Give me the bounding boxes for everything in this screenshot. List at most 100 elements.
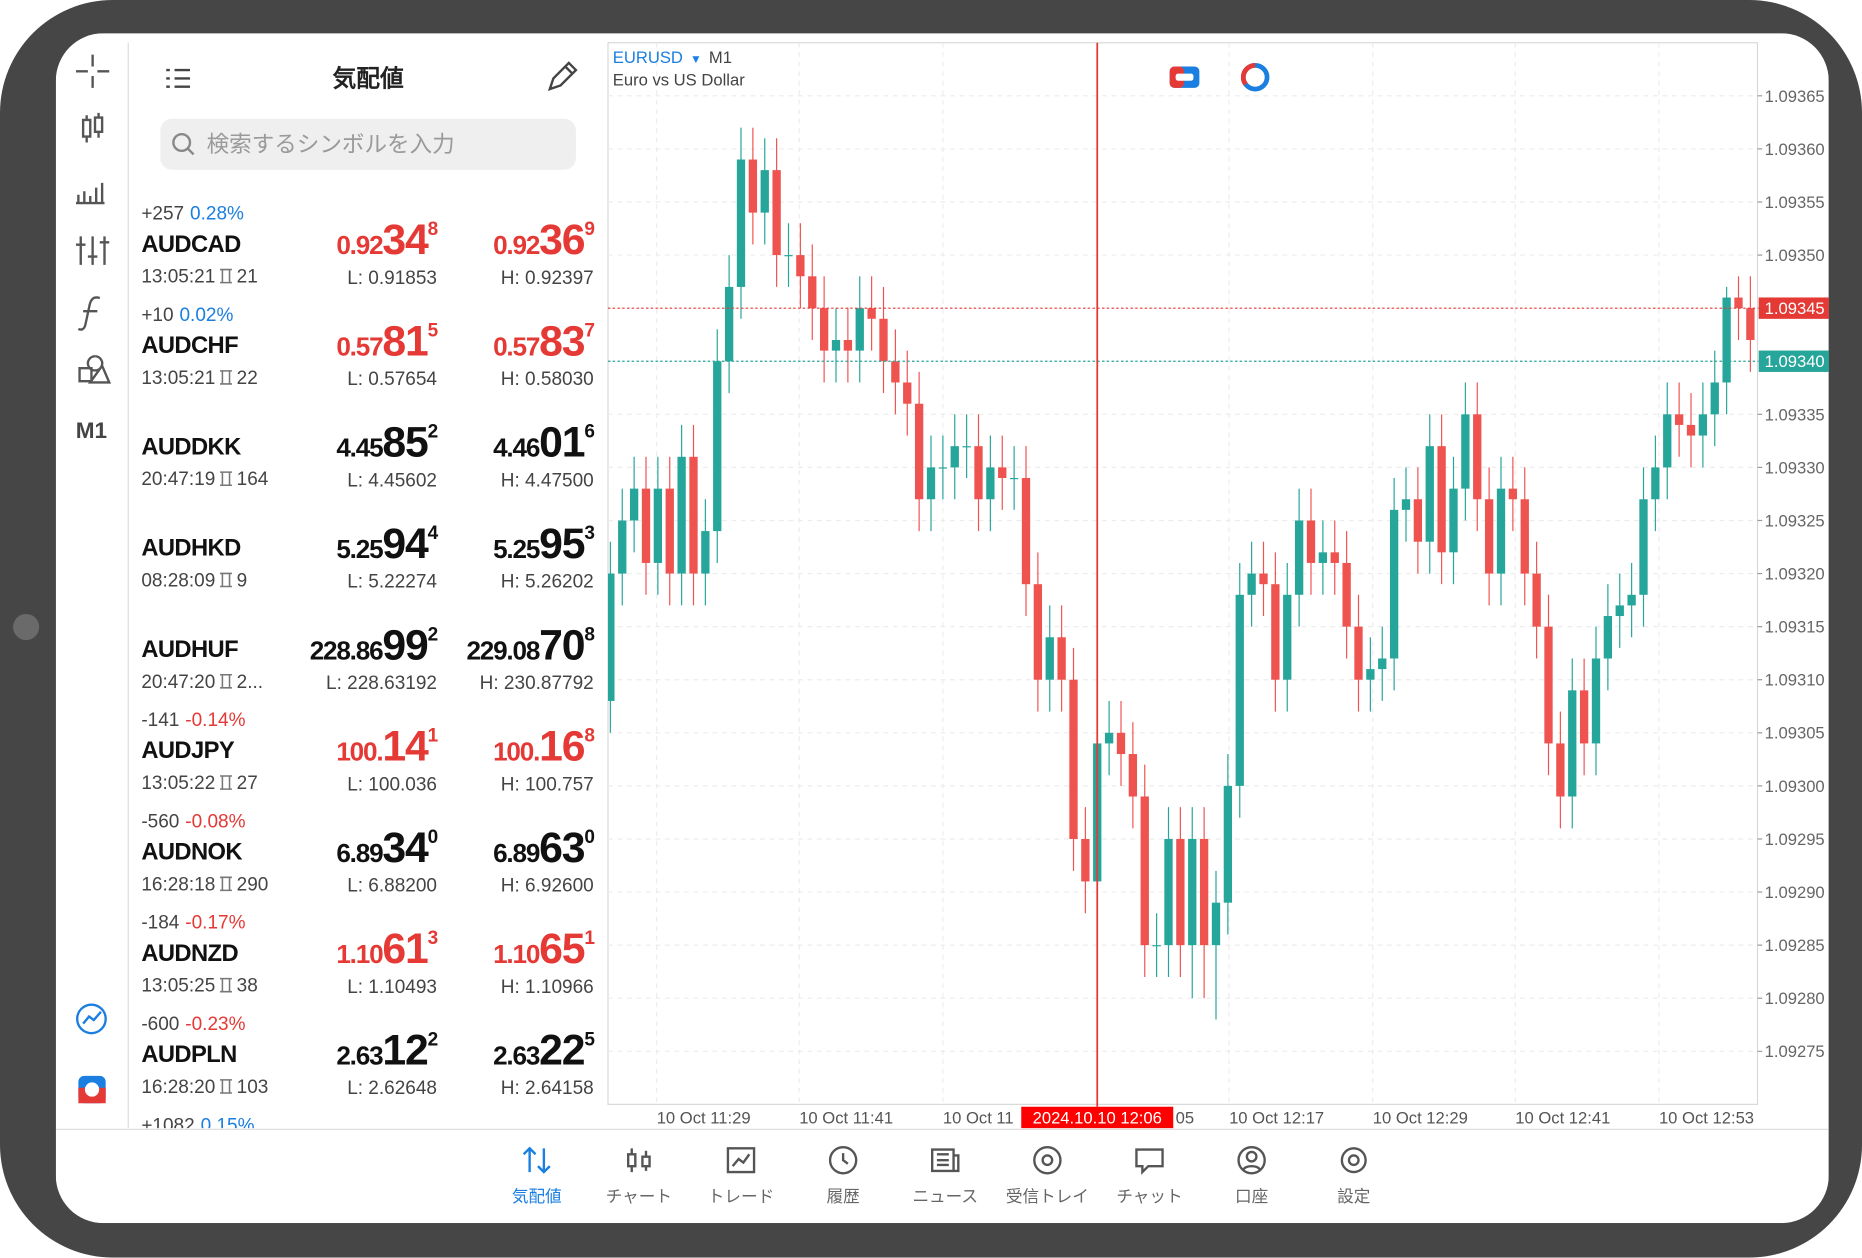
ask-point: 8 bbox=[584, 726, 594, 747]
quote-ask: 4.46016 bbox=[493, 419, 594, 467]
x-tick-label: 10 Oct 12:17 bbox=[1229, 1108, 1324, 1127]
search-placeholder: 検索するシンボルを入力 bbox=[207, 132, 455, 157]
quote-row[interactable]: AUDDKK 20:47:19 164 4.45852 4.46016 L: 4.4560… bbox=[141, 419, 595, 492]
ask-point: 6 bbox=[584, 422, 594, 443]
tab[interactable]: 設定 bbox=[1337, 1147, 1370, 1206]
change-percent: -0.14% bbox=[185, 710, 245, 731]
quote-high: H: 4.47500 bbox=[501, 470, 594, 491]
bars-icon[interactable] bbox=[76, 182, 105, 205]
quote-row[interactable]: +1082 0.15% bbox=[141, 1115, 254, 1136]
y-tick-label: 1.09365 bbox=[1765, 87, 1825, 106]
candle-body bbox=[1152, 945, 1161, 947]
candle-body bbox=[677, 456, 686, 574]
candle-body bbox=[998, 467, 1007, 479]
quote-ask: 1.10651 bbox=[493, 925, 595, 973]
y-tick-label: 1.09305 bbox=[1765, 724, 1825, 743]
crosshair-icon[interactable] bbox=[76, 54, 110, 88]
candle-body bbox=[1306, 520, 1316, 563]
bid-point: 2 bbox=[428, 624, 438, 645]
y-tick-label: 1.09335 bbox=[1765, 405, 1825, 424]
bid-point: 5 bbox=[428, 320, 439, 341]
quote-high: H: 0.58030 bbox=[501, 369, 594, 390]
x-tick-label: 10 Oct 12:53 bbox=[1659, 1108, 1754, 1127]
quote-low: L: 100.036 bbox=[347, 774, 437, 795]
candle-body bbox=[1496, 488, 1506, 574]
one-click-icon-bar bbox=[1175, 73, 1194, 81]
bid-point: 4 bbox=[428, 523, 439, 544]
ask-big-figure: 0.57 bbox=[493, 331, 540, 361]
tab[interactable]: 気配値 bbox=[512, 1146, 562, 1206]
indicators-icon[interactable] bbox=[76, 236, 110, 265]
function-icon[interactable] bbox=[77, 296, 101, 331]
camera bbox=[13, 613, 40, 641]
change-points: -184 bbox=[141, 913, 179, 934]
tab[interactable]: 履歴 bbox=[827, 1145, 860, 1206]
bid-point: 1 bbox=[428, 726, 439, 747]
ask-pips: 01 bbox=[539, 419, 585, 467]
edit-icon[interactable] bbox=[547, 61, 578, 91]
candle-body bbox=[1069, 679, 1078, 839]
quote-time: 16:28:20 bbox=[141, 1077, 215, 1098]
candle-body bbox=[1235, 594, 1244, 786]
quote-ticks: 9 bbox=[237, 571, 248, 592]
tab[interactable]: 受信トレイ bbox=[1006, 1145, 1089, 1206]
candles-icon[interactable] bbox=[81, 112, 104, 143]
quote-change: +10 0.02% bbox=[141, 305, 233, 326]
y-tick-label: 1.09295 bbox=[1765, 830, 1825, 849]
y-tick-label: 1.09290 bbox=[1765, 883, 1825, 902]
tab-icon bbox=[1033, 1145, 1062, 1175]
quote-high: H: 2.64158 bbox=[501, 1078, 594, 1099]
quote-ticks: 21 bbox=[237, 267, 258, 288]
ask-point: 5 bbox=[584, 1029, 595, 1050]
search-icon-handle bbox=[186, 147, 195, 156]
quote-time: 08:28:09 bbox=[141, 571, 215, 592]
tab-bar: 気配値 チャート トレード 履歴 ニュース 受信トレイ チャット 口座 設定 bbox=[512, 1145, 1370, 1206]
quote-change: -560 -0.08% bbox=[141, 811, 245, 832]
quote-low: L: 2.62648 bbox=[347, 1078, 437, 1099]
ticks-icon bbox=[220, 977, 232, 993]
bid-big-figure: 0.92 bbox=[336, 230, 383, 260]
quote-ticks: 22 bbox=[237, 368, 258, 389]
quotes-title: 気配値 bbox=[332, 65, 404, 93]
chart-symbol-line[interactable]: EURUSD ▼ M1 bbox=[613, 48, 732, 67]
candle-body bbox=[1057, 637, 1066, 680]
bid-label-bg bbox=[1758, 350, 1829, 372]
candle-body bbox=[1615, 605, 1624, 617]
chart-symbol[interactable]: EURUSD bbox=[613, 48, 683, 67]
bid-pips: 81 bbox=[382, 317, 428, 365]
tab[interactable]: チャット bbox=[1116, 1148, 1183, 1206]
tab[interactable]: ニュース bbox=[912, 1148, 978, 1206]
trade-icon-dot bbox=[84, 1082, 100, 1097]
tab[interactable]: 口座 bbox=[1235, 1145, 1268, 1206]
list-icon[interactable] bbox=[166, 68, 190, 88]
quote-low: L: 228.63192 bbox=[326, 673, 437, 694]
ask-pips: 65 bbox=[539, 925, 585, 973]
quote-low: L: 5.22274 bbox=[347, 572, 437, 593]
ask-point: 8 bbox=[584, 624, 594, 645]
objects-icon[interactable] bbox=[78, 355, 112, 384]
signals-icon[interactable] bbox=[76, 1003, 107, 1035]
tab[interactable]: チャート bbox=[606, 1148, 672, 1206]
candle-body bbox=[736, 159, 746, 287]
candle-body bbox=[641, 488, 651, 563]
quote-time: 16:28:18 bbox=[141, 874, 215, 895]
bid-pips: 12 bbox=[382, 1026, 428, 1074]
candle-body bbox=[1425, 446, 1434, 542]
tab[interactable]: トレード bbox=[708, 1147, 774, 1206]
candle-body bbox=[1401, 499, 1411, 510]
ask-point: 1 bbox=[584, 928, 595, 949]
quote-row[interactable]: AUDHUF 20:47:20 2... 228.86992 229.08708 L: 2… bbox=[141, 621, 595, 694]
sidebar-icons bbox=[76, 54, 112, 1035]
candle-body bbox=[1342, 562, 1351, 627]
timeframe-button[interactable]: M1 bbox=[76, 418, 107, 443]
search-box[interactable] bbox=[160, 118, 576, 170]
candle-body bbox=[629, 488, 639, 521]
